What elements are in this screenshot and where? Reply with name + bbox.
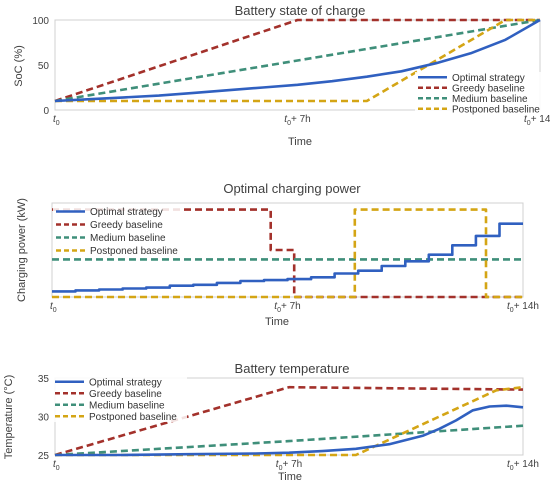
temperature-chart: Battery temperature Time Temperature (°C…	[3, 361, 539, 483]
soc-title: Battery state of charge	[235, 3, 366, 18]
legend-label: Optimal strategy	[89, 377, 162, 388]
series-line-optimal-strategy	[52, 222, 523, 293]
legend-label: Optimal strategy	[452, 73, 525, 84]
temp-title: Battery temperature	[235, 361, 350, 376]
series-line-optimal-strategy	[55, 404, 524, 457]
legend-label: Postponed baseline	[90, 246, 178, 257]
series-line-greedy-baseline	[54, 18, 540, 103]
y-tick-label: 50	[38, 61, 50, 72]
x-tick-label: t0	[53, 114, 60, 127]
y-tick-label: 30	[38, 413, 50, 424]
power-chart: Optimal charging power Time Charging pow…	[16, 181, 539, 328]
power-ylabel: Charging power (kW)	[16, 198, 28, 302]
legend-label: Greedy baseline	[452, 83, 525, 94]
legend-label: Postponed baseline	[452, 104, 540, 115]
temp-ylabel: Temperature (°C)	[3, 375, 15, 459]
x-tick-label: t0+ 7h	[274, 301, 300, 314]
power-xlabel: Time	[265, 316, 289, 328]
legend-label: Postponed baseline	[89, 412, 177, 423]
legend-box	[415, 72, 543, 114]
legend-box	[52, 376, 187, 422]
x-tick-label: t0+ 7h	[276, 459, 302, 472]
legend-box	[53, 205, 183, 257]
x-tick-label: t0+ 14h	[507, 459, 539, 472]
series-line-medium-baseline	[54, 18, 541, 103]
temp-xlabel: Time	[278, 471, 302, 483]
legend-label: Optimal strategy	[90, 207, 163, 218]
series-line-postponed-baseline	[55, 385, 524, 457]
legend-label: Greedy baseline	[90, 220, 163, 231]
soc-chart: Battery state of charge Time SoC (%) 0 50…	[13, 3, 550, 148]
legend-label: Medium baseline	[90, 233, 166, 244]
soc-xlabel: Time	[288, 136, 312, 148]
series-line-postponed-baseline	[52, 208, 523, 299]
y-tick-label: 35	[38, 374, 50, 385]
series-line-greedy-baseline	[54, 385, 524, 457]
legend-label: Medium baseline	[89, 400, 165, 411]
y-tick-label: 0	[43, 106, 49, 117]
legend-label: Greedy baseline	[89, 389, 162, 400]
series-line-medium-baseline	[54, 424, 524, 457]
x-tick-label: t0+ 7h	[284, 114, 310, 127]
x-tick-label: t0	[53, 459, 60, 472]
y-tick-label: 100	[32, 16, 49, 27]
soc-ylabel: SoC (%)	[13, 45, 25, 87]
series-line-optimal-strategy	[54, 18, 541, 103]
series-line-postponed-baseline	[55, 18, 540, 103]
x-tick-label: t0+ 14h	[507, 301, 539, 314]
x-tick-label: t0	[50, 301, 57, 314]
legend-label: Medium baseline	[452, 94, 528, 105]
power-title: Optimal charging power	[223, 181, 361, 196]
y-tick-label: 25	[38, 451, 50, 462]
x-tick-label: t0+ 14h	[524, 114, 550, 127]
